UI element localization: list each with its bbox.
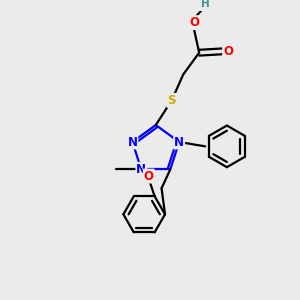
Text: N: N	[128, 136, 137, 148]
Text: N: N	[136, 163, 146, 176]
Text: O: O	[144, 169, 154, 182]
Text: H: H	[201, 0, 210, 8]
Text: N: N	[174, 136, 184, 148]
Text: O: O	[189, 16, 199, 29]
Text: S: S	[167, 94, 176, 107]
Text: O: O	[223, 45, 233, 58]
